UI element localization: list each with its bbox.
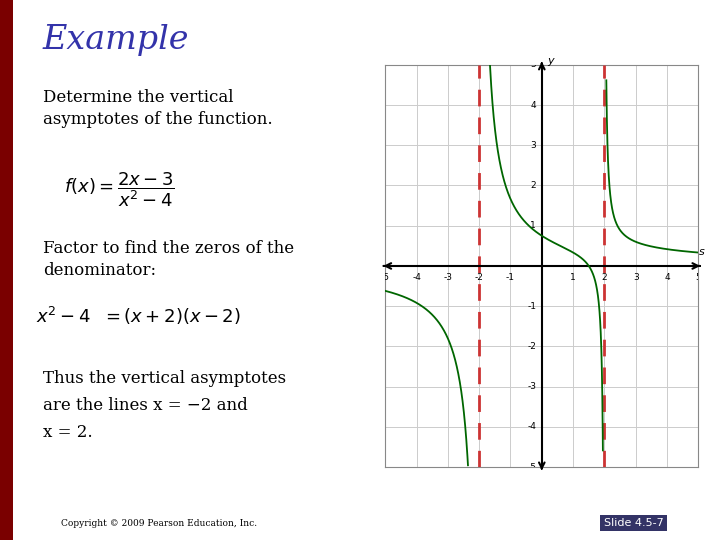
Text: -1: -1 (527, 302, 536, 310)
Text: x = 2.: x = 2. (43, 424, 93, 441)
Text: -3: -3 (527, 382, 536, 391)
Text: Factor to find the zeros of the
denominator:: Factor to find the zeros of the denomina… (43, 240, 294, 280)
Text: 3: 3 (531, 141, 536, 150)
Text: 5: 5 (531, 60, 536, 69)
Text: -5: -5 (527, 463, 536, 471)
Text: y: y (547, 56, 554, 66)
Text: Copyright © 2009 Pearson Education, Inc.: Copyright © 2009 Pearson Education, Inc. (60, 519, 257, 528)
Text: Determine the vertical
asymptotes of the function.: Determine the vertical asymptotes of the… (43, 89, 273, 129)
Text: -5: -5 (381, 273, 390, 282)
Text: -4: -4 (412, 273, 421, 282)
Text: -2: -2 (527, 342, 536, 351)
Text: Thus the vertical asymptotes: Thus the vertical asymptotes (43, 370, 286, 387)
Text: Slide 4.5-7: Slide 4.5-7 (604, 518, 663, 528)
Text: 4: 4 (665, 273, 670, 282)
Text: 4: 4 (531, 100, 536, 110)
Text: -2: -2 (474, 273, 484, 282)
Text: 5: 5 (696, 273, 701, 282)
Text: 1: 1 (570, 273, 576, 282)
Text: are the lines x = −2 and: are the lines x = −2 and (43, 397, 248, 414)
Text: Example: Example (43, 24, 189, 56)
Text: $x^2 - 4\ \ =(x+2)(x-2)$: $x^2 - 4\ \ =(x+2)(x-2)$ (36, 305, 240, 327)
Text: 2: 2 (531, 181, 536, 190)
Text: -3: -3 (444, 273, 452, 282)
Text: 3: 3 (633, 273, 639, 282)
Text: -1: -1 (506, 273, 515, 282)
Text: 1: 1 (531, 221, 536, 230)
Text: -4: -4 (527, 422, 536, 431)
Text: $\mathit{f}(x) = \dfrac{2x-3}{x^2-4}$: $\mathit{f}(x) = \dfrac{2x-3}{x^2-4}$ (64, 170, 175, 209)
Text: 2: 2 (602, 273, 607, 282)
Text: s: s (698, 247, 704, 257)
